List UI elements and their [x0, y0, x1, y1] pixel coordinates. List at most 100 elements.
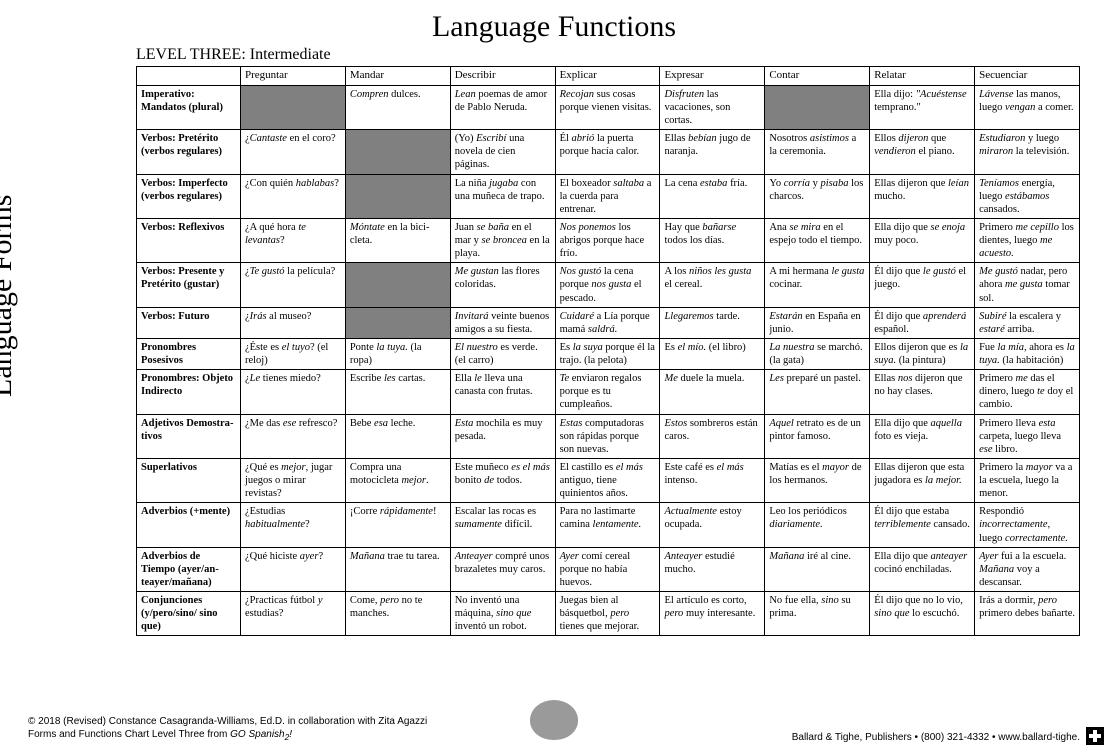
cell: Nosotros asistimos a la ceremonia.: [765, 130, 870, 174]
cell: Él dijo que estaba terriblemente cansado…: [870, 503, 975, 547]
cell: Ellos dijeron que es la suya. (la pintur…: [870, 338, 975, 369]
source-prefix: Forms and Functions Chart Level Three fr…: [28, 729, 230, 740]
cell: Nos ponemos los abrigos porque hace frío…: [555, 218, 660, 262]
table-row: Verbos: Imperfecto (verbos regulares)¿Co…: [137, 174, 1080, 218]
cell: [345, 307, 450, 338]
table-row: Adverbios de Tiempo (ayer/an­teayer/maña…: [137, 547, 1080, 591]
cell: Ponte la tuya. (la ropa): [345, 338, 450, 369]
row-head: Pronombres: Objeto Indirecto: [137, 370, 241, 414]
cell: Estarán en España en junio.: [765, 307, 870, 338]
cell: La cena estaba fría.: [660, 174, 765, 218]
cell: Es la suya porque él la trajo. (la pelot…: [555, 338, 660, 369]
cell: Él dijo que no lo vio, sino que lo escuc…: [870, 592, 975, 636]
cell: Ellas nos dijeron que no hay clases.: [870, 370, 975, 414]
cell: Leo los periódicos diariamente.: [765, 503, 870, 547]
source-line: Forms and Functions Chart Level Three fr…: [28, 728, 427, 743]
row-head: Pronombres Posesivos: [137, 338, 241, 369]
cell: Escribe les cartas.: [345, 370, 450, 414]
cell: Este café es el más intenso.: [660, 458, 765, 502]
cell: Nos gustó la cena porque nos gusta el pe…: [555, 263, 660, 307]
cell: [240, 85, 345, 129]
col-head: Secuenciar: [975, 67, 1080, 86]
cell: ¿Estudias habitualmente?: [240, 503, 345, 547]
cell: Cuidaré a Lía porque mamá saldrá.: [555, 307, 660, 338]
cell: Te enviaron regalos porque es tu cumplea…: [555, 370, 660, 414]
row-head: Verbos: Futuro: [137, 307, 241, 338]
source-title: GO Spanish: [230, 729, 284, 740]
cell: ¿Qué hiciste ayer?: [240, 547, 345, 591]
cell: Juegas bien al básquetbol, pero tienes q…: [555, 592, 660, 636]
cell: No inventó una máquina, sino que inventó…: [450, 592, 555, 636]
cell: La niña jugaba con una muñeca de trapo.: [450, 174, 555, 218]
col-head: Relatar: [870, 67, 975, 86]
cell: Les preparé un pastel.: [765, 370, 870, 414]
go-spanish-logo-icon: [530, 700, 578, 740]
cell: Primero lleva esta carpeta, luego lleva …: [975, 414, 1080, 458]
cell: Escalar las rocas es sumamente difícil.: [450, 503, 555, 547]
table-row: Conjunciones (y/pero/sino/ sino que)¿Pra…: [137, 592, 1080, 636]
cell: [345, 263, 450, 307]
cell: Compren dulces.: [345, 85, 450, 129]
cell: Él dijo que aprenderá español.: [870, 307, 975, 338]
cell: ¿Le tienes miedo?: [240, 370, 345, 414]
cell: Teníamos energía, luego estábamos cansad…: [975, 174, 1080, 218]
cell: Ella dijo que anteayer cocinó enchiladas…: [870, 547, 975, 591]
row-head: Conjunciones (y/pero/sino/ sino que): [137, 592, 241, 636]
col-head: Mandar: [345, 67, 450, 86]
footer-logo: [530, 700, 578, 743]
cell: Disfruten las vacaciones, son cortas.: [660, 85, 765, 129]
cell: Fue la mía, ahora es la tuya. (la habita…: [975, 338, 1080, 369]
footer-right: Ballard & Tighe, Publishers • (800) 321-…: [792, 732, 1080, 743]
cell: Ella dijo que aquella foto es vieja.: [870, 414, 975, 458]
cell: Primero la mayor va a la escuela, luego …: [975, 458, 1080, 502]
cell: Bebe esa leche.: [345, 414, 450, 458]
cell: Primero me das el dinero, luego te doy e…: [975, 370, 1080, 414]
cell: (Yo) Escribí una novela de cien páginas.: [450, 130, 555, 174]
footer: © 2018 (Revised) Constance Casagranda-Wi…: [28, 715, 1080, 743]
row-head: Verbos: Pretérito (verbos regulares): [137, 130, 241, 174]
cell: Lean poemas de amor de Pablo Neruda.: [450, 85, 555, 129]
cell: Invitará veinte buenos amigos a su fiest…: [450, 307, 555, 338]
cell: Este muñeco es el más bonito de todos.: [450, 458, 555, 502]
cell: Come, pero no te manches.: [345, 592, 450, 636]
cell: Es el mío. (el libro): [660, 338, 765, 369]
cell: Ellas dijeron que leían mucho.: [870, 174, 975, 218]
cell: Aquel retrato es de un pintor famoso.: [765, 414, 870, 458]
cell: [345, 130, 450, 174]
table-row: Adverbios (+mente)¿Estudias habitualment…: [137, 503, 1080, 547]
col-head: Explicar: [555, 67, 660, 86]
cell: Esta mochila es muy pesada.: [450, 414, 555, 458]
cell: No fue ella, sino su prima.: [765, 592, 870, 636]
table-row: Verbos: Futuro¿Irás al museo? Invitará ve…: [137, 307, 1080, 338]
row-head: Imperativo: Mandatos (plural): [137, 85, 241, 129]
table-wrap: Preguntar Mandar Describir Explicar Expr…: [136, 66, 1080, 636]
table-row: Superlativos¿Qué es mejor, jugar juegos …: [137, 458, 1080, 502]
table-row: Verbos: Reflexivos¿A qué hora te levanta…: [137, 218, 1080, 262]
cell: Compra una motocicleta mejor.: [345, 458, 450, 502]
cell: Llegaremos tarde.: [660, 307, 765, 338]
table-row: Adjetivos Demostra­tivos¿Me das ese refr…: [137, 414, 1080, 458]
cell: El artículo es corto, pero muy interesan…: [660, 592, 765, 636]
cell: ¿Con quién hablabas?: [240, 174, 345, 218]
cell: Matías es el mayor de los hermanos.: [765, 458, 870, 502]
cell: Ellas dijeron que esta jugadora es la me…: [870, 458, 975, 502]
main-title: Language Functions: [28, 10, 1080, 44]
cell: ¿Irás al museo?: [240, 307, 345, 338]
cell: Ana se mira en el espejo todo el tiempo.: [765, 218, 870, 262]
cell: Yo corría y pisaba los charcos.: [765, 174, 870, 218]
cell: Me duele la muela.: [660, 370, 765, 414]
subtitle: LEVEL THREE: Intermediate: [136, 46, 1080, 64]
cell: Actualmente estoy ocupada.: [660, 503, 765, 547]
cell: Respondió incorrectamente, luego correct…: [975, 503, 1080, 547]
cell: El castillo es el más antiguo, tiene qui…: [555, 458, 660, 502]
table-row: Pronombres: Objeto Indirecto¿Le tienes m…: [137, 370, 1080, 414]
cell: ¡Corre rápidamente!: [345, 503, 450, 547]
copyright-line: © 2018 (Revised) Constance Casagranda-Wi…: [28, 715, 427, 728]
cell: Ellas bebían jugo de naranja.: [660, 130, 765, 174]
cell: ¿Éste es el tuyo? (el reloj): [240, 338, 345, 369]
col-head: Preguntar: [240, 67, 345, 86]
cell: Ayer fui a la escuela. Mañana voy a desc…: [975, 547, 1080, 591]
row-head: Adverbios de Tiempo (ayer/an­teayer/maña…: [137, 547, 241, 591]
plus-icon: [1086, 727, 1104, 745]
side-title: Language Forms: [0, 195, 19, 397]
